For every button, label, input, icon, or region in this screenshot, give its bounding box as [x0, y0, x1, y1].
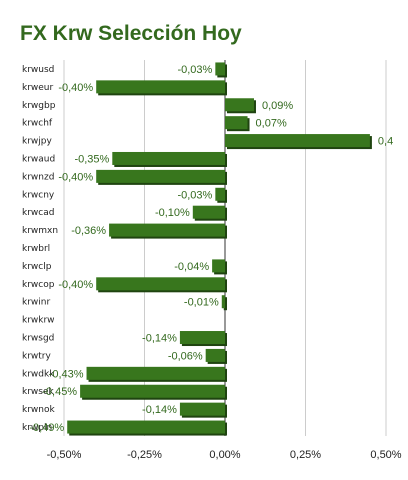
bar [96, 80, 225, 94]
bar [225, 134, 370, 148]
bar [215, 62, 225, 76]
data-label: -0,14% [142, 333, 177, 345]
data-label: -0,35% [74, 153, 109, 165]
bar [179, 331, 225, 345]
data-label: 0,07% [256, 118, 287, 130]
category-label: krwcad [22, 208, 54, 218]
bar [112, 151, 225, 165]
bar [179, 402, 225, 416]
data-label: -0,43% [49, 368, 84, 380]
x-tick-label: -0,25% [127, 449, 162, 461]
category-label: krwcop [22, 280, 55, 290]
category-labels: krwusd krweur krwgbp krwchf krwjpy krwaud krwn… [22, 65, 58, 433]
data-label: -0,14% [142, 404, 177, 416]
bar [96, 169, 225, 183]
bar [215, 187, 225, 201]
data-label: 0,4 [378, 136, 393, 148]
category-label: krwchf [22, 119, 53, 129]
category-label: krwgbp [22, 101, 56, 111]
x-tick-label: -0,50% [47, 449, 82, 461]
category-label: krwcny [22, 190, 55, 200]
category-label: krwbrl [22, 244, 50, 254]
bar [80, 384, 225, 398]
category-label: krwmxn [22, 226, 58, 236]
category-label: krwtry [22, 351, 52, 361]
category-label: krwjpy [22, 137, 52, 147]
bar [96, 277, 225, 291]
category-label: krwnzd [22, 172, 54, 182]
bar [86, 366, 225, 380]
category-label: krwdkk [22, 369, 55, 379]
category-label: krwaud [22, 154, 55, 164]
bar [221, 295, 225, 309]
data-label: -0,03% [177, 189, 212, 201]
category-label: krwclp [22, 262, 52, 272]
bar [109, 223, 225, 237]
data-label: -0,40% [58, 279, 93, 291]
bar-shadow [223, 297, 227, 311]
bar [205, 348, 225, 362]
category-label: krwpln [22, 423, 52, 433]
category-label: krwkrw [22, 316, 55, 326]
data-label: -0,36% [71, 225, 106, 237]
category-label: krwnok [22, 405, 55, 415]
data-label: -0,40% [58, 82, 93, 94]
category-label: krweur [22, 83, 54, 93]
x-axis-ticks: -0,50% -0,25% 0,00% 0,25% 0,50% [47, 449, 402, 461]
category-label: krwusd [22, 65, 54, 75]
data-label: -0,49% [29, 422, 64, 434]
bars [67, 62, 372, 436]
x-tick-label: 0,25% [290, 449, 321, 461]
bar [192, 205, 225, 219]
data-label: -0,01% [184, 297, 219, 309]
x-tick-label: 0,50% [370, 449, 401, 461]
category-label: krwsek [22, 387, 54, 397]
bar [225, 98, 254, 112]
data-label: -0,45% [42, 386, 77, 398]
data-label: -0,10% [155, 207, 190, 219]
category-label: krwinr [22, 298, 50, 308]
chart-title: FX Krw Selección Hoy [20, 22, 242, 45]
data-label: -0,06% [168, 350, 203, 362]
bar [225, 116, 248, 130]
bar [212, 259, 225, 273]
category-label: krwsgd [22, 334, 54, 344]
data-label: -0,04% [174, 261, 209, 273]
data-label: 0,09% [262, 100, 293, 112]
data-label: -0,03% [177, 64, 212, 76]
x-tick-label: 0,00% [209, 449, 240, 461]
data-label: -0,40% [58, 171, 93, 183]
value-labels: -0,03% -0,40% 0,09% 0,07% 0,4 -0,35% -0,40% -0,… [29, 64, 393, 434]
bar [67, 420, 225, 434]
